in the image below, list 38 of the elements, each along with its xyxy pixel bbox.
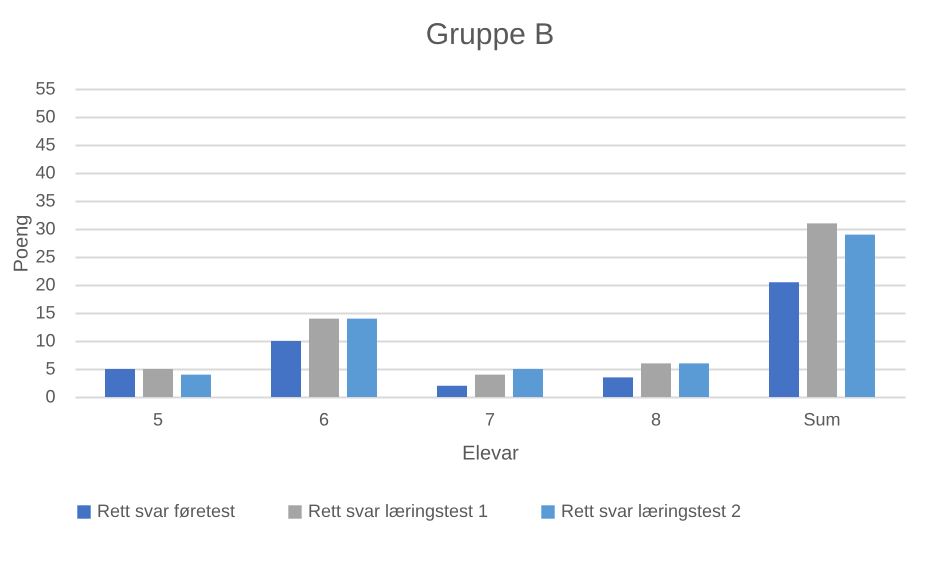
bar	[806, 223, 838, 397]
legend-label: Rett svar læringstest 1	[308, 501, 488, 521]
bar	[308, 318, 340, 397]
bar	[142, 369, 174, 397]
bar	[474, 374, 506, 397]
x-tick-label: 5	[152, 410, 164, 430]
bar	[678, 363, 709, 397]
y-tick-label: 15	[35, 302, 56, 322]
y-tick-label: 25	[35, 246, 56, 266]
bar	[640, 363, 672, 397]
bar	[844, 234, 875, 397]
y-tick-label: 50	[35, 106, 56, 126]
x-tick-label: 8	[650, 410, 662, 430]
bar	[180, 374, 211, 397]
y-tick-label: 45	[35, 134, 56, 154]
x-tick-label: 6	[318, 410, 330, 430]
y-tick-label: 55	[35, 78, 56, 98]
bar	[271, 341, 302, 397]
bar	[603, 377, 634, 397]
bar	[769, 282, 800, 397]
y-tick-label: 30	[35, 218, 56, 238]
x-axis-title: Elevar	[462, 442, 520, 464]
legend-label: Rett svar læringstest 2	[561, 501, 742, 521]
x-tick-label: 7	[484, 410, 496, 430]
y-tick-label: 40	[35, 162, 56, 182]
y-tick-label: 20	[35, 274, 56, 294]
y-tick-label: 5	[45, 358, 56, 378]
bar	[437, 386, 468, 397]
y-tick-label: 10	[35, 330, 56, 350]
bar	[346, 318, 377, 397]
y-axis-title: Poeng	[10, 214, 32, 272]
bar	[105, 369, 136, 397]
chart-title: Gruppe B	[426, 18, 554, 51]
bar	[512, 369, 543, 397]
y-tick-label: 35	[35, 190, 56, 210]
x-tick-label: Sum	[803, 410, 841, 430]
legend-label: Rett svar føretest	[97, 501, 236, 521]
y-tick-label: 0	[45, 386, 56, 406]
